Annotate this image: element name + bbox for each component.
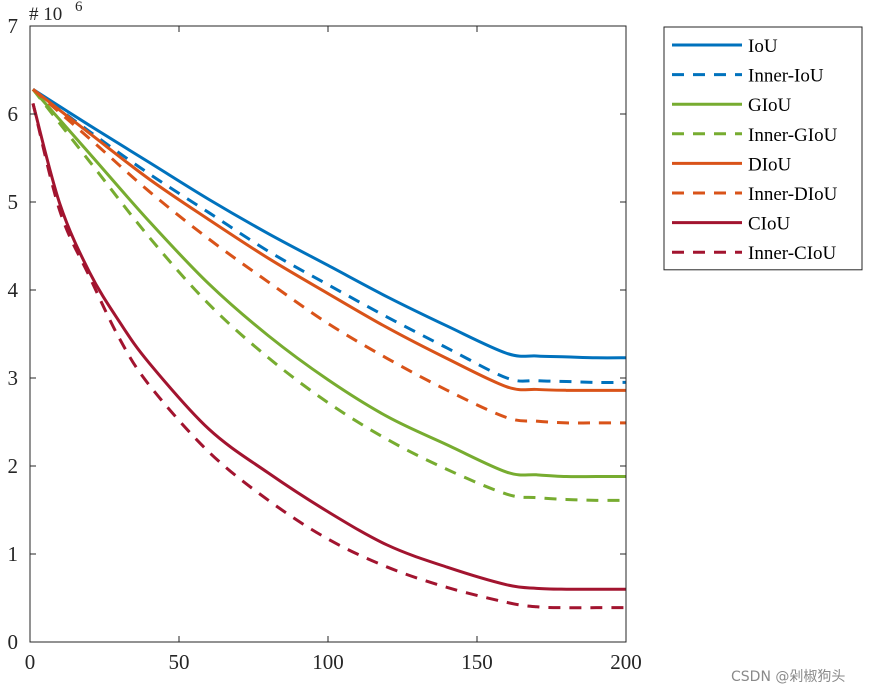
- legend-label-diou: DIoU: [748, 154, 792, 175]
- y-tick-label: 0: [8, 630, 19, 654]
- legend-label-ciou: CIoU: [748, 214, 791, 235]
- y-tick-label: 5: [8, 190, 19, 214]
- series-line-inner-diou: [31, 88, 626, 425]
- y-tick-label: 2: [8, 454, 19, 478]
- watermark: CSDN @剁椒狗头: [731, 669, 845, 685]
- series-line-iou: [32, 88, 627, 360]
- series-line-inner-giou: [31, 88, 627, 502]
- series-line-giou: [31, 88, 626, 479]
- y-tick-label: 7: [8, 14, 19, 38]
- y-tick-label: 4: [8, 278, 19, 302]
- legend-label-inner-diou: Inner-DIoU: [748, 184, 838, 205]
- ticks-layer: 0 50 100 150 200 0 1 2 3 4 5 6 7: [8, 14, 642, 674]
- legend-box: [663, 26, 863, 271]
- y-tick-label: 1: [8, 542, 19, 566]
- series-line-inner-ciou: [31, 103, 626, 610]
- y-axis-multiplier-exponent: 6: [75, 0, 83, 15]
- legend-label-inner-iou: Inner-IoU: [748, 66, 824, 87]
- y-axis-multiplier-label: # 10: [29, 4, 62, 25]
- x-tick-label: 100: [312, 650, 344, 674]
- legend: IoU Inner-IoU GIoU Inner-GIoU DIoU Inner-DIoU…: [663, 26, 863, 271]
- legend-label-inner-giou: Inner-GIoU: [748, 125, 838, 146]
- legend-label-iou: IoU: [748, 36, 778, 57]
- x-tick-label: 0: [25, 650, 36, 674]
- x-tick-label: 150: [461, 650, 493, 674]
- series-line-diou: [32, 88, 626, 392]
- x-tick-label: 50: [169, 650, 190, 674]
- legend-label-inner-ciou: Inner-CIoU: [748, 243, 837, 264]
- legend-label-giou: GIoU: [748, 95, 792, 116]
- plot-area: [30, 26, 626, 642]
- series-line-ciou: [31, 103, 626, 591]
- x-tick-label: 200: [610, 650, 642, 674]
- series-line-inner-iou: [32, 88, 627, 384]
- series-layer: [31, 88, 627, 610]
- y-tick-label: 3: [8, 366, 19, 390]
- y-tick-label: 6: [8, 102, 19, 126]
